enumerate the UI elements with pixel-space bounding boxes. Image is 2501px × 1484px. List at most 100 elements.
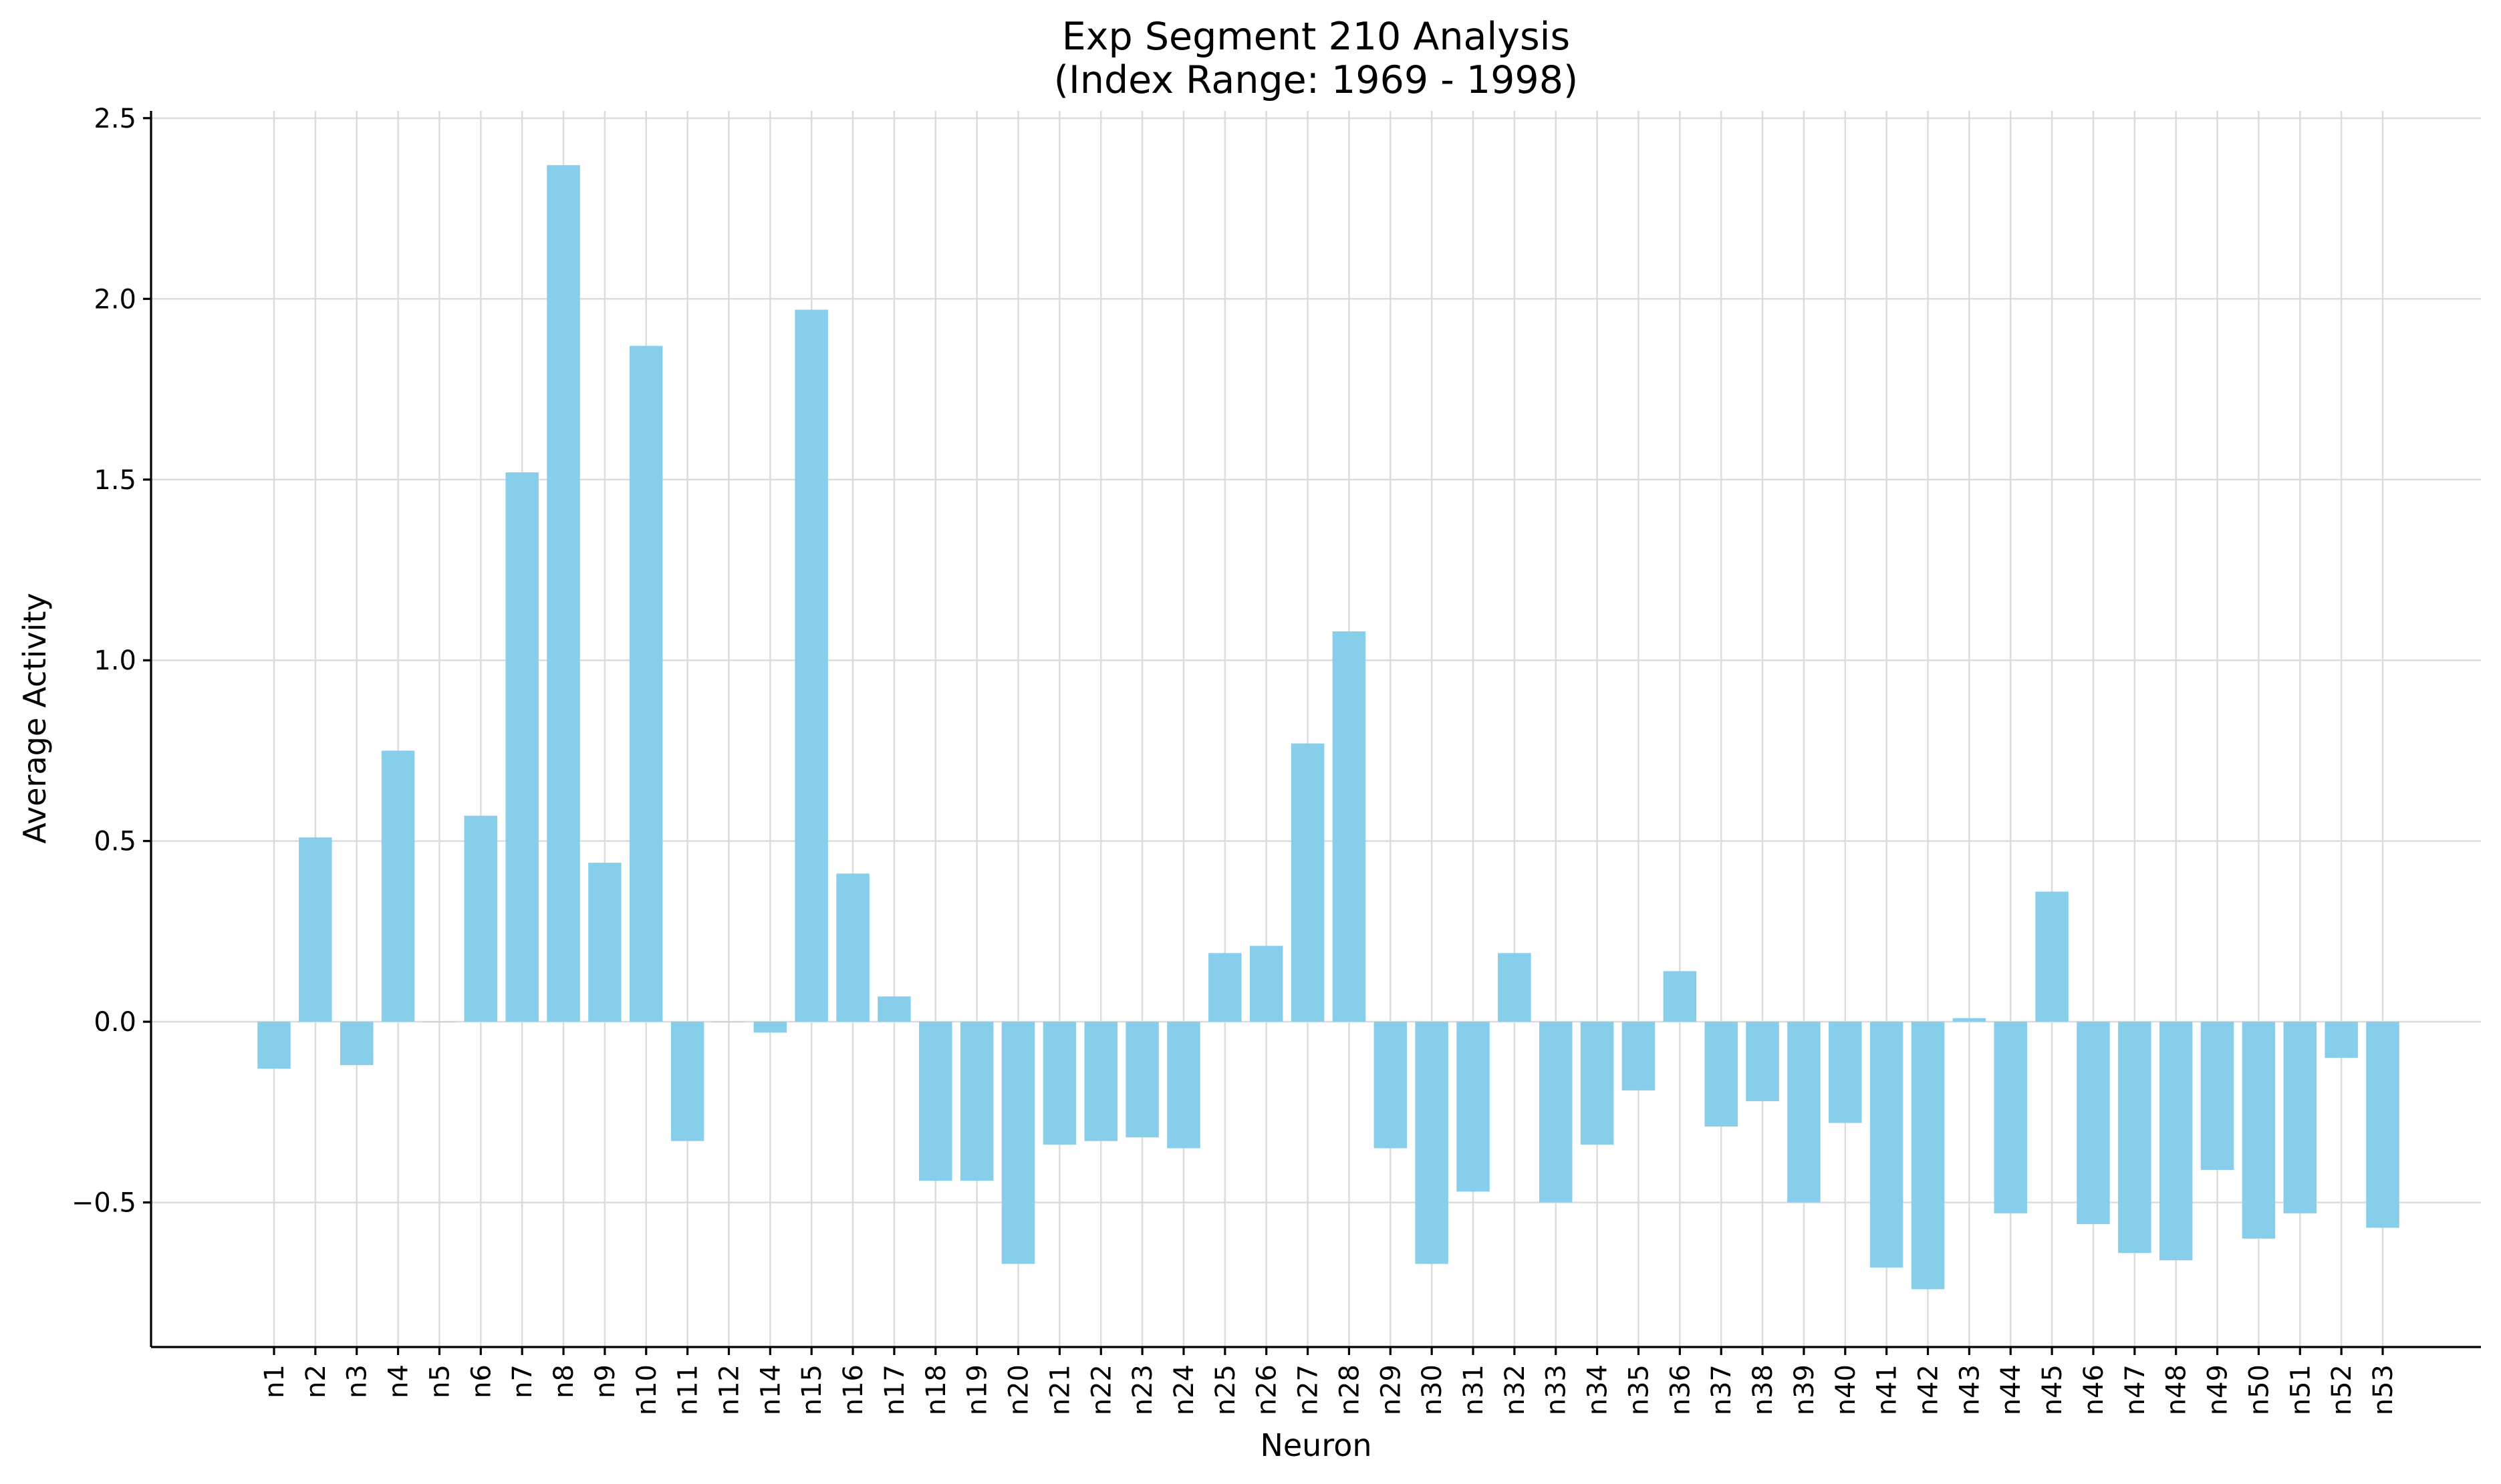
bar-n33 — [1539, 1022, 1573, 1203]
bar-n32 — [1498, 953, 1531, 1022]
x-tick-label: n40 — [1831, 1364, 1861, 1415]
bar-n29 — [1373, 1022, 1408, 1149]
x-tick-label: n31 — [1458, 1364, 1489, 1415]
bar-n41 — [1869, 1022, 1903, 1268]
x-tick-label: n28 — [1334, 1364, 1365, 1415]
x-tick-label: n30 — [1417, 1364, 1448, 1415]
bar-n3 — [340, 1022, 374, 1066]
x-tick-label: n46 — [2079, 1364, 2109, 1415]
bar-n24 — [1167, 1022, 1200, 1149]
bar-n25 — [1208, 953, 1242, 1022]
bar-n30 — [1415, 1022, 1448, 1264]
x-ticks: n1 n2 n3 n4 n5 n6 n7 n8 n9 n10 n11 n12 n14 n15 n16 n17 n… — [259, 1347, 2399, 1415]
bar-n35 — [1621, 1022, 1656, 1090]
bar-n22 — [1084, 1022, 1117, 1141]
bar-n39 — [1787, 1022, 1821, 1203]
bar-n15 — [795, 309, 828, 1022]
y-tick-label: 1.0 — [94, 645, 136, 676]
x-tick-label: n4 — [384, 1364, 414, 1398]
bar-n20 — [1001, 1022, 1035, 1264]
x-tick-label: n27 — [1293, 1364, 1324, 1415]
bar-n19 — [960, 1022, 994, 1181]
bar-n34 — [1580, 1022, 1614, 1145]
x-tick-label: n32 — [1500, 1364, 1531, 1415]
bar-n17 — [878, 996, 911, 1022]
x-tick-label: n7 — [507, 1364, 538, 1398]
bar-n4 — [381, 750, 415, 1022]
y-axis-label: Average Activity — [17, 593, 53, 844]
chart-title: Exp Segment 210 Analysis — [1062, 15, 1570, 59]
y-tick-label: 2.5 — [94, 104, 136, 134]
bar-n53 — [2366, 1022, 2399, 1228]
x-tick-label: n50 — [2244, 1364, 2274, 1415]
bar-n6 — [464, 815, 498, 1022]
bar-n14 — [753, 1022, 787, 1033]
bar-n28 — [1332, 631, 1366, 1022]
x-axis-label: Neuron — [1260, 1427, 1371, 1463]
bar-n1 — [257, 1022, 291, 1069]
x-tick-label: n18 — [921, 1364, 952, 1415]
bar-n21 — [1043, 1022, 1077, 1145]
x-tick-label: n41 — [1872, 1364, 1903, 1415]
bar-n42 — [1911, 1022, 1945, 1290]
bar-n9 — [588, 863, 622, 1022]
x-tick-label: n2 — [301, 1364, 332, 1398]
x-tick-label: n26 — [1252, 1364, 1283, 1415]
x-tick-label: n10 — [632, 1364, 662, 1415]
x-tick-label: n38 — [1748, 1364, 1779, 1415]
x-tick-label: n47 — [2120, 1364, 2151, 1415]
bar-n36 — [1663, 971, 1697, 1022]
x-tick-label: n17 — [880, 1364, 910, 1415]
bar-n8 — [547, 165, 580, 1022]
y-ticks: −0.5 0.0 0.5 1.0 1.5 2.0 2.5 — [72, 104, 151, 1219]
bar-n31 — [1456, 1022, 1490, 1192]
x-tick-label: n48 — [2161, 1364, 2192, 1415]
x-tick-label: n37 — [1706, 1364, 1737, 1415]
x-tick-label: n22 — [1086, 1364, 1117, 1415]
x-tick-label: n6 — [466, 1364, 497, 1398]
bar-n43 — [1952, 1018, 1986, 1022]
bar-n11 — [670, 1022, 704, 1141]
y-tick-label: 2.0 — [94, 284, 136, 315]
y-tick-label: 1.5 — [94, 465, 136, 496]
bar-n23 — [1126, 1022, 1159, 1138]
x-tick-label: n25 — [1210, 1364, 1241, 1415]
bar-n48 — [2159, 1022, 2193, 1261]
x-tick-label: n53 — [2368, 1364, 2399, 1415]
x-tick-label: n49 — [2203, 1364, 2234, 1415]
bar-n40 — [1829, 1022, 1862, 1123]
x-tick-label: n21 — [1045, 1364, 1075, 1415]
x-tick-label: n52 — [2327, 1364, 2357, 1415]
bar-n38 — [1746, 1022, 1779, 1102]
x-tick-label: n29 — [1375, 1364, 1406, 1415]
chart-subtitle: (Index Range: 1969 - 1998) — [1054, 58, 1578, 102]
x-tick-label: n11 — [673, 1364, 704, 1415]
y-tick-label: −0.5 — [72, 1188, 136, 1219]
bar-n27 — [1291, 743, 1325, 1022]
x-tick-label: n5 — [424, 1364, 455, 1398]
bar-n45 — [2035, 891, 2069, 1022]
x-tick-label: n8 — [549, 1364, 579, 1398]
bar-n18 — [919, 1022, 952, 1181]
x-tick-label: n19 — [962, 1364, 993, 1415]
x-tick-label: n1 — [259, 1364, 290, 1398]
bar-n26 — [1249, 945, 1283, 1022]
x-tick-label: n14 — [755, 1364, 786, 1415]
x-tick-label: n33 — [1541, 1364, 1572, 1415]
y-tick-label: 0.0 — [94, 1007, 136, 1038]
x-tick-label: n51 — [2285, 1364, 2316, 1415]
x-tick-label: n16 — [838, 1364, 869, 1415]
bar-n52 — [2325, 1022, 2358, 1058]
x-tick-label: n39 — [1789, 1364, 1820, 1415]
y-tick-label: 0.5 — [94, 827, 136, 857]
bar-n46 — [2077, 1022, 2110, 1225]
x-tick-label: n3 — [342, 1364, 373, 1398]
bar-n7 — [505, 472, 539, 1022]
x-tick-label: n24 — [1169, 1364, 1200, 1415]
bar-n51 — [2283, 1022, 2317, 1213]
bars — [257, 165, 2399, 1290]
bar-n10 — [630, 345, 663, 1022]
x-tick-label: n36 — [1665, 1364, 1696, 1415]
